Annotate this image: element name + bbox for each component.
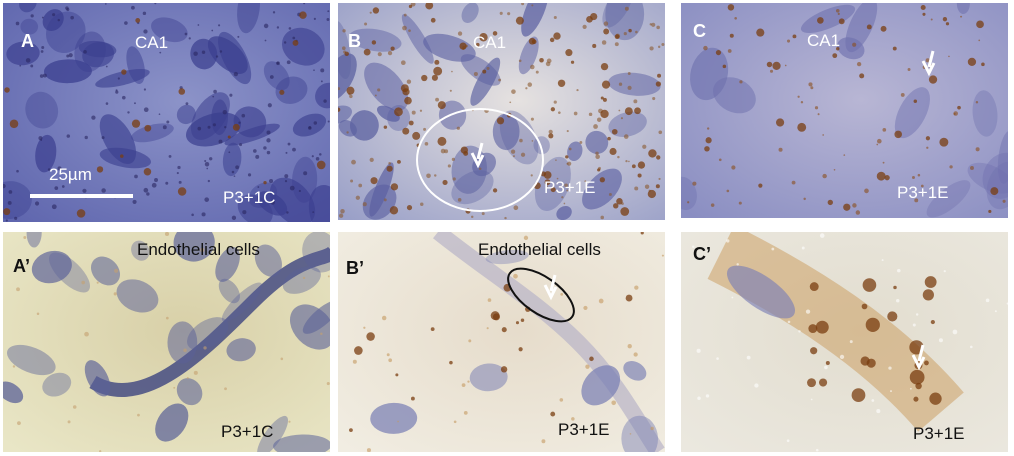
micrograph	[681, 3, 1008, 218]
condition-label: P3+1E	[913, 424, 965, 443]
micrograph	[3, 3, 330, 222]
panel: C CA1 P3+1E	[681, 3, 1008, 218]
panel-letter: A	[21, 31, 34, 51]
region-label: CA1	[473, 33, 507, 52]
condition-label: P3+1C	[223, 188, 276, 207]
panel-letter: A’	[13, 256, 31, 276]
panel-letter: B’	[346, 258, 364, 278]
micrograph	[681, 232, 1008, 452]
panel: A CA1 25µm P3+1C	[3, 3, 330, 222]
micrograph	[338, 232, 665, 452]
micrograph	[3, 232, 330, 452]
condition-label: P3+1E	[544, 178, 596, 197]
region-label: Endothelial cells	[137, 240, 260, 259]
panel: A’ Endothelial cells P3+1C	[3, 232, 330, 452]
panel-letter: B	[348, 31, 361, 51]
condition-label: P3+1C	[221, 422, 274, 441]
scale-bar	[30, 194, 133, 198]
panel: C’ P3+1E	[681, 232, 1008, 452]
micrograph	[338, 3, 665, 220]
scale-bar-label: 25µm	[49, 165, 92, 184]
condition-label: P3+1E	[897, 183, 949, 202]
panel: B CA1 P3+1E	[338, 3, 665, 220]
condition-label: P3+1E	[558, 420, 610, 439]
region-label: CA1	[807, 31, 841, 50]
region-label: Endothelial cells	[478, 240, 601, 259]
panel: B’ Endothelial cells P3+1E	[338, 232, 665, 452]
panel-letter: C	[693, 21, 706, 41]
panel-letter: C’	[693, 244, 711, 264]
region-label: CA1	[135, 33, 169, 52]
